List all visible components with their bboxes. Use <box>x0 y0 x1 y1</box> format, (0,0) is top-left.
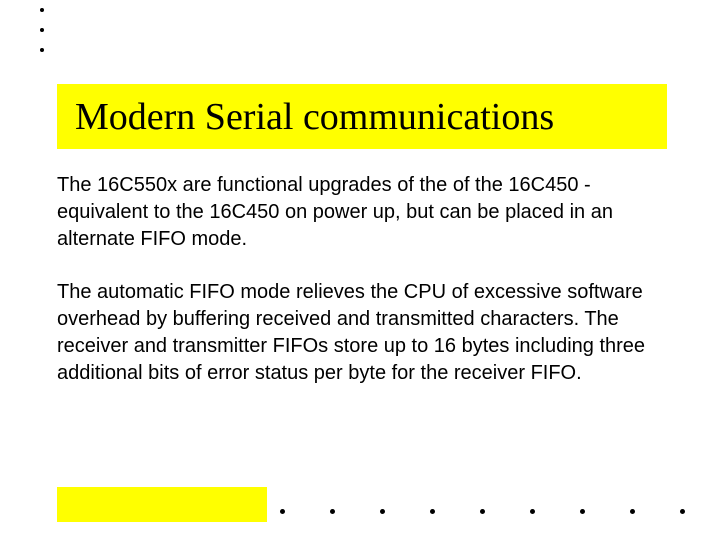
body-paragraph: The 16C550x are functional upgrades of t… <box>57 172 657 253</box>
dot-icon <box>480 509 485 514</box>
dot-icon <box>40 48 44 52</box>
dot-icon <box>330 509 335 514</box>
dot-icon <box>380 509 385 514</box>
dot-icon <box>530 509 535 514</box>
decorative-dots-bottom <box>280 509 685 514</box>
dot-icon <box>40 8 44 12</box>
slide-title: Modern Serial communications <box>75 95 554 139</box>
title-highlight-band: Modern Serial communications <box>57 84 667 149</box>
body-paragraph: The automatic FIFO mode relieves the CPU… <box>57 279 657 387</box>
dot-icon <box>430 509 435 514</box>
dot-icon <box>280 509 285 514</box>
dot-icon <box>580 509 585 514</box>
decorative-dots-top <box>40 8 44 68</box>
dot-icon <box>680 509 685 514</box>
slide-body: The 16C550x are functional upgrades of t… <box>57 172 657 413</box>
bottom-highlight-band <box>57 487 267 522</box>
dot-icon <box>630 509 635 514</box>
dot-icon <box>40 28 44 32</box>
